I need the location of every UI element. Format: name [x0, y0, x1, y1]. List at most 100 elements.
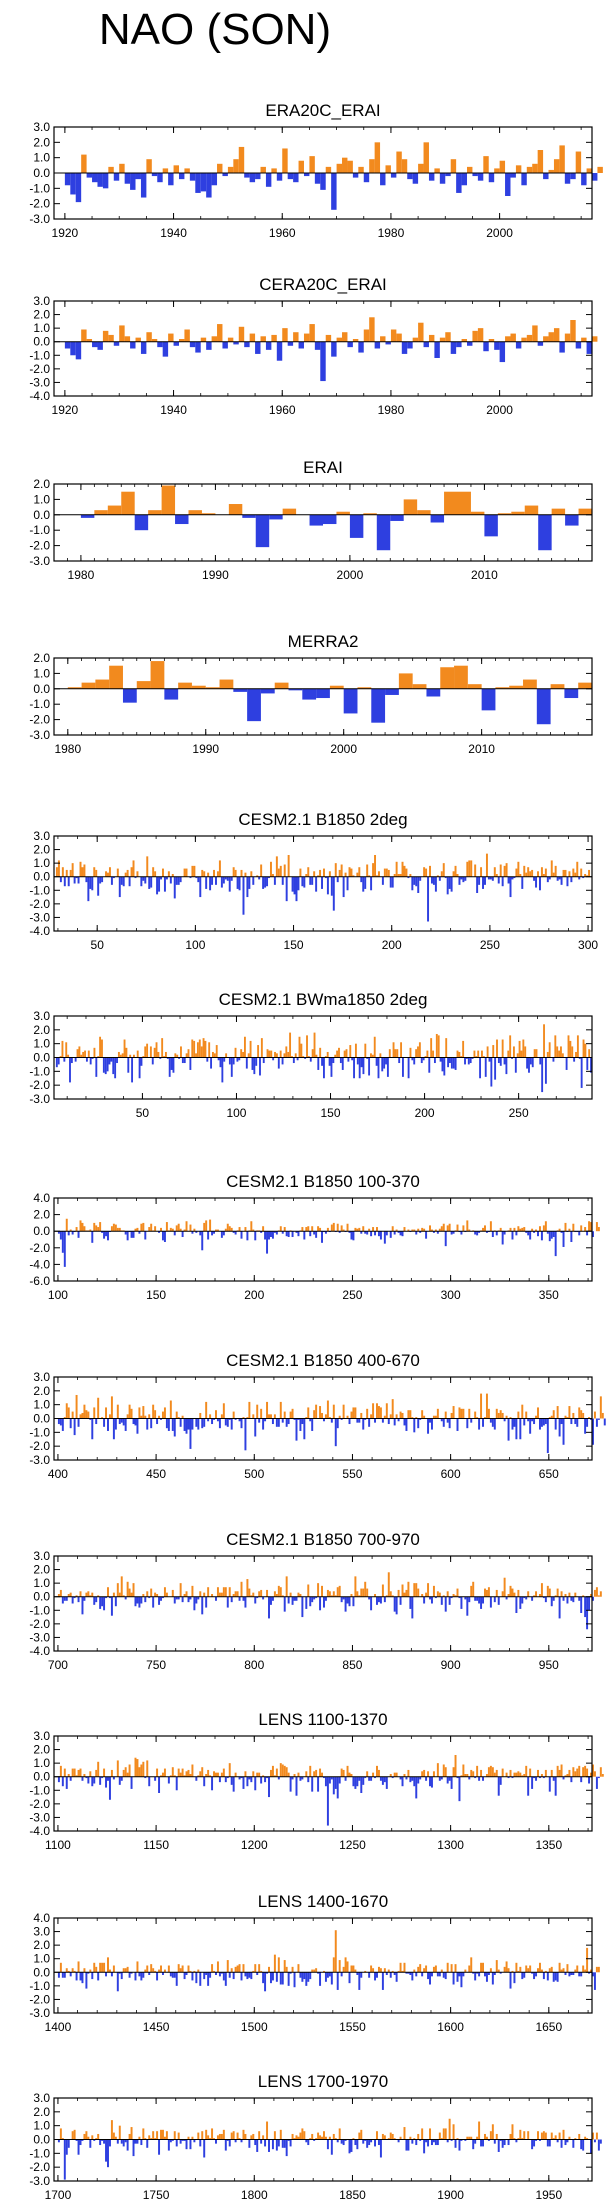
data-bar: [189, 1970, 192, 1973]
data-bar: [264, 1776, 267, 1783]
data-bar: [287, 2139, 290, 2141]
data-bar: [511, 511, 525, 515]
data-bar: [224, 1776, 227, 1783]
data-bar: [287, 1418, 290, 1425]
data-bar: [209, 2138, 212, 2140]
data-bar: [268, 2139, 270, 2152]
data-bar: [419, 1776, 422, 1780]
data-bar: [299, 1418, 302, 1431]
data-bar: [252, 1771, 255, 1777]
data-bar: [468, 2136, 471, 2140]
data-bar: [377, 1406, 380, 1419]
data-bar: [216, 1418, 219, 1422]
data-bar: [189, 1774, 192, 1777]
data-bar: [436, 1408, 439, 1419]
data-bar: [493, 1418, 496, 1430]
data-bar: [528, 1057, 530, 1073]
data-bar: [374, 2139, 377, 2147]
data-bar: [405, 1972, 408, 1974]
data-bar: [415, 1776, 418, 1799]
data-bar: [495, 1960, 498, 1973]
data-bar: [242, 876, 245, 915]
data-bar: [323, 2131, 325, 2140]
data-bar: [57, 1057, 60, 1065]
data-bar: [358, 1972, 361, 1990]
data-bar: [81, 329, 87, 342]
data-bar: [389, 1591, 392, 1597]
x-tick-label: 2010: [468, 742, 495, 756]
data-bar: [305, 1227, 308, 1232]
data-bar: [501, 1231, 504, 1245]
data-bar: [393, 1972, 396, 1975]
data-bar: [213, 1970, 215, 1973]
data-bar: [75, 173, 82, 203]
data-bar: [409, 1410, 412, 1419]
data-bar: [254, 1231, 257, 1241]
data-bar: [218, 1776, 221, 1783]
data-bar: [158, 2139, 161, 2155]
data-bar: [95, 1418, 98, 1425]
data-bar: [553, 328, 560, 342]
data-bar: [250, 1972, 253, 1980]
data-bar: [319, 1972, 322, 1986]
data-bar: [105, 1231, 108, 1237]
data-bar: [419, 1418, 422, 1420]
data-bar: [148, 876, 151, 889]
data-bar: [366, 1771, 369, 1777]
data-bar: [383, 2135, 386, 2140]
x-tick-label: 50: [136, 1106, 150, 1120]
data-bar: [364, 1776, 367, 1779]
data-bar: [213, 1771, 215, 1777]
data-bar: [291, 1056, 293, 1058]
data-bar: [531, 1057, 534, 1068]
data-bar: [99, 1596, 102, 1609]
data-bar: [380, 173, 386, 186]
data-bar: [293, 1774, 296, 1777]
y-tick-label: -3.0: [29, 1453, 50, 1467]
data-bar: [240, 1581, 243, 1597]
data-bar: [230, 2132, 233, 2140]
data-bar: [338, 1776, 341, 1784]
data-bar: [297, 1772, 300, 1777]
data-bar: [110, 2120, 113, 2140]
data-bar: [364, 1043, 367, 1058]
data-bar: [332, 1404, 335, 1419]
data-bar: [309, 514, 323, 526]
data-bar: [371, 1054, 374, 1058]
data-bar: [304, 1057, 307, 1059]
x-tick-label: 2010: [471, 568, 498, 582]
data-bar: [140, 341, 147, 354]
data-bar: [323, 514, 337, 525]
data-bar: [321, 876, 323, 889]
data-bar: [470, 2136, 473, 2140]
data-bar: [203, 1592, 206, 1597]
data-bar: [394, 1049, 397, 1058]
data-bar: [281, 1595, 284, 1597]
x-tick-label: 400: [48, 1467, 68, 1481]
data-bar: [285, 1046, 288, 1058]
data-bar: [63, 1417, 66, 1419]
data-bar: [319, 1406, 322, 1419]
data-bar: [59, 2128, 62, 2140]
data-bar: [248, 2139, 251, 2148]
data-bar: [599, 1591, 602, 1597]
data-bar: [562, 1968, 565, 1973]
data-bar: [425, 1592, 428, 1597]
data-bar: [218, 1592, 221, 1597]
data-bar: [537, 1769, 539, 1777]
data-bar: [99, 1036, 102, 1058]
data-bar: [187, 1418, 190, 1430]
data-bar: [272, 1057, 275, 1061]
data-bar: [362, 876, 365, 892]
data-bar: [442, 1972, 445, 1978]
data-bar: [228, 1057, 231, 1065]
data-bar: [432, 1966, 435, 1973]
data-bar: [584, 874, 587, 877]
data-bar: [524, 505, 539, 515]
data-bar: [265, 341, 272, 350]
data-bar: [505, 173, 511, 196]
data-bar: [244, 1596, 247, 1608]
data-bar: [413, 1418, 416, 1433]
data-bar: [580, 2139, 583, 2150]
data-bar: [276, 341, 283, 361]
